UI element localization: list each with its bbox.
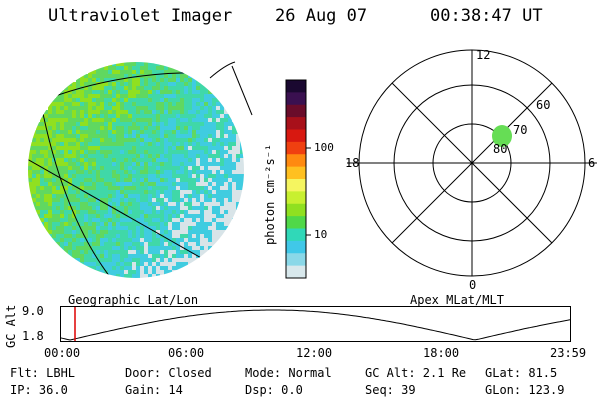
polar-caption: Apex MLat/MLT [410,293,504,307]
ip-info: IP: 36.0 [10,383,68,397]
colorbar-band [286,253,306,267]
glat-info: GLat: 81.5 [485,366,558,380]
altitude-curve [60,309,571,341]
colorbar-band [286,92,306,106]
instrument-title: Ultraviolet Imager [48,6,233,26]
colorbar-tick-label-100: 100 [314,141,334,154]
time-label: 00:38:47 UT [430,6,543,26]
colorbar-band [286,117,306,130]
colorbar-band [286,216,306,229]
diagonal-line [391,82,553,244]
colorbar-band [286,141,306,155]
mlt-label-0: 0 [469,278,476,290]
lat-label-70: 70 [513,123,527,137]
colorbar-band [286,203,306,217]
mlt-label-6: 6 [588,156,595,170]
mlt-label-12: 12 [476,48,490,62]
altitude-ylabel: GC Alt [4,304,18,348]
color-scale [285,79,311,279]
altitude-ytick-low: 1.8 [22,329,44,343]
time-tick-0600: 06:00 [168,346,205,360]
colorbar-band [286,80,306,93]
colorbar-band [286,179,306,192]
date-label: 26 Aug 07 [275,6,368,26]
colorbar-band [286,154,306,168]
polar-plot: 12 18 6 0 60 70 80 [345,48,597,290]
colorbar-band [286,191,306,205]
time-tick-0000: 00:00 [44,346,81,360]
altitude-ytick-high: 9.0 [22,304,44,318]
latitude-arc-extension [209,61,236,79]
seq-info: Seq: 39 [365,383,416,397]
altitude-plot [60,306,571,342]
time-tick-1800: 18:00 [423,346,460,360]
colorbar-band [286,240,306,254]
gc-alt-info: GC Alt: 2.1 Re [365,366,467,380]
altitude-plot-frame [60,306,571,342]
colorbar-band [286,265,306,279]
lat-label-80: 80 [493,142,507,156]
colorbar-band [286,166,306,180]
colorbar-tick-label-10: 10 [314,228,328,241]
geographic-caption: Geographic Lat/Lon [68,293,199,307]
geographic-image [28,61,253,278]
colorbar-band [286,228,306,242]
colorbar-band [286,129,306,143]
aurora-spot [492,125,512,147]
limb-tick [231,65,253,116]
colorbar-unit-label: photon cm⁻²s⁻¹ [263,143,277,245]
time-tick-1200: 12:00 [296,346,333,360]
door-info: Door: Closed [125,366,212,380]
mlt-label-18: 18 [345,156,359,170]
filter-info: Flt: LBHL [10,366,76,380]
time-tick-2359: 23:59 [550,346,587,360]
colorbar-band [286,104,306,118]
gain-info: Gain: 14 [125,383,183,397]
mode-info: Mode: Normal [245,366,332,380]
glon-info: GLon: 123.9 [485,383,565,397]
dsp-info: Dsp: 0.0 [245,383,303,397]
lat-label-60: 60 [536,98,550,112]
